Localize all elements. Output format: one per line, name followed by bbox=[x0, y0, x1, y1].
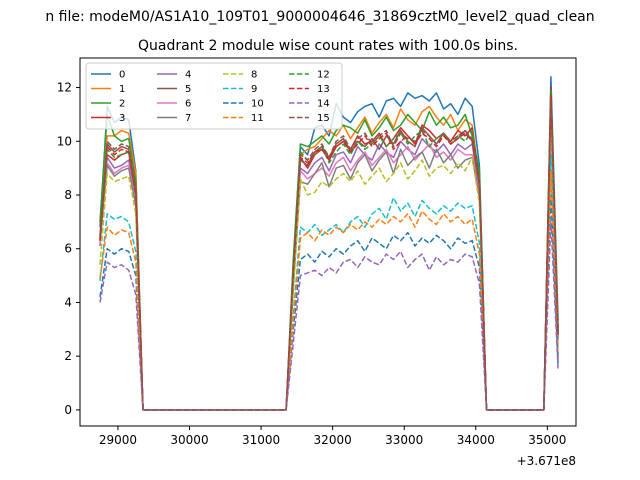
x-tick-label: 32000 bbox=[314, 433, 352, 447]
y-tick-label: 2 bbox=[64, 349, 72, 363]
series-line-2 bbox=[99, 92, 559, 411]
series-line-11 bbox=[99, 170, 559, 411]
x-tick-label: 35000 bbox=[528, 433, 566, 447]
legend-label-5: 5 bbox=[185, 84, 191, 95]
legend-label-13: 13 bbox=[317, 84, 330, 95]
y-tick-label: 12 bbox=[57, 81, 72, 95]
axes-frame bbox=[79, 57, 577, 427]
x-offset-label: +3.671e8 bbox=[517, 454, 576, 468]
legend-label-0: 0 bbox=[119, 70, 125, 81]
legend-label-15: 15 bbox=[317, 113, 330, 124]
x-tick-label: 33000 bbox=[385, 433, 423, 447]
y-tick-label: 10 bbox=[57, 134, 72, 148]
y-tick-label: 6 bbox=[64, 242, 72, 256]
y-tick-label: 4 bbox=[64, 295, 72, 309]
series-line-14 bbox=[99, 221, 559, 411]
legend-label-2: 2 bbox=[119, 99, 125, 110]
x-tick-label: 34000 bbox=[457, 433, 495, 447]
x-tick-label: 29000 bbox=[99, 433, 137, 447]
series-line-12 bbox=[99, 89, 559, 411]
legend-label-3: 3 bbox=[119, 113, 125, 124]
legend-label-10: 10 bbox=[251, 99, 264, 110]
legend-label-7: 7 bbox=[185, 113, 191, 124]
legend-box bbox=[85, 62, 343, 130]
series-line-10 bbox=[99, 194, 559, 411]
legend-label-12: 12 bbox=[317, 70, 330, 81]
legend-label-1: 1 bbox=[119, 84, 125, 95]
figure-suptitle: n file: modeM0/AS1A10_109T01_9000004646_… bbox=[45, 9, 594, 25]
chart-title: Quadrant 2 module wise count rates with … bbox=[138, 38, 518, 54]
legend-label-4: 4 bbox=[185, 70, 191, 81]
legend-label-8: 8 bbox=[251, 70, 257, 81]
y-tick-label: 8 bbox=[64, 188, 72, 202]
plot-area bbox=[99, 76, 559, 411]
legend-label-9: 9 bbox=[251, 84, 257, 95]
series-line-9 bbox=[99, 153, 559, 411]
x-axis: 29000 30000 31000 32000 33000 34000 35000 bbox=[99, 426, 566, 447]
x-tick-label: 30000 bbox=[170, 433, 208, 447]
series-line-7 bbox=[99, 108, 559, 411]
y-tick-label: 0 bbox=[64, 403, 72, 417]
legend-label-11: 11 bbox=[251, 113, 264, 124]
series-line-15 bbox=[99, 100, 559, 411]
x-tick-label: 31000 bbox=[242, 433, 280, 447]
series-line-1 bbox=[99, 97, 559, 411]
legend-label-14: 14 bbox=[317, 99, 330, 110]
legend-label-6: 6 bbox=[185, 99, 191, 110]
y-axis: 0 2 4 6 8 10 12 bbox=[57, 81, 80, 417]
